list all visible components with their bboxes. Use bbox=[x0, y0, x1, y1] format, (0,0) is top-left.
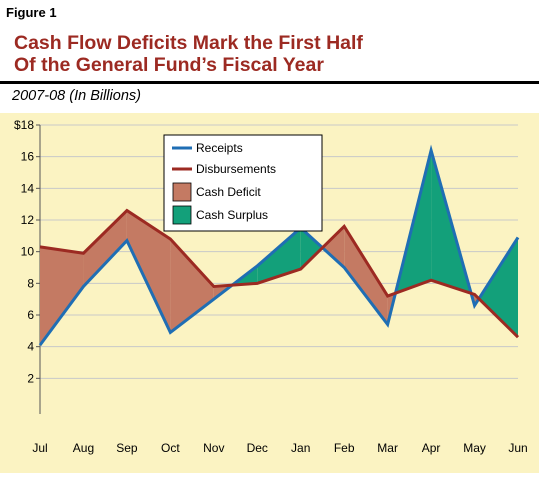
x-tick-label: Mar bbox=[377, 441, 398, 455]
chart-svg: 2 4 6 8 10 12 14 16 $18 Jul Aug Sep Oct Nov Dec Jan Feb M… bbox=[0, 113, 539, 473]
deficit-area bbox=[126, 210, 171, 333]
x-tick-label: Jun bbox=[508, 441, 527, 455]
x-tick-label: Dec bbox=[247, 441, 268, 455]
x-tick-label: Jul bbox=[32, 441, 47, 455]
x-tick-label: Oct bbox=[161, 441, 180, 455]
title-rule bbox=[0, 81, 539, 84]
y-tick-label: 14 bbox=[21, 181, 35, 195]
deficit-area bbox=[344, 226, 388, 325]
y-tick-label: 4 bbox=[27, 340, 34, 354]
x-tick-label: Jan bbox=[291, 441, 310, 455]
y-tick-label: 10 bbox=[21, 245, 35, 259]
deficit-area bbox=[322, 226, 345, 268]
legend-disbursements-label: Disbursements bbox=[196, 162, 276, 176]
surplus-area bbox=[300, 227, 323, 270]
y-tick-label: 2 bbox=[27, 371, 34, 385]
surplus-area bbox=[478, 237, 518, 338]
x-tick-label: Apr bbox=[422, 441, 441, 455]
y-tick-label: 16 bbox=[21, 150, 35, 164]
chart-title: Cash Flow Deficits Mark the First Half O… bbox=[14, 32, 363, 76]
deficit-area bbox=[170, 239, 214, 333]
legend-receipts-label: Receipts bbox=[196, 141, 243, 155]
legend-deficit-swatch bbox=[172, 182, 192, 202]
chart-title-line-2: Of the General Fund’s Fiscal Year bbox=[14, 54, 324, 76]
chart-title-line-1: Cash Flow Deficits Mark the First Half bbox=[14, 32, 363, 54]
disbursements-line bbox=[39, 208, 520, 339]
y-tick-label: 8 bbox=[27, 276, 34, 290]
deficit-area bbox=[83, 210, 127, 287]
y-tick-label: 6 bbox=[27, 308, 34, 322]
receipts-line bbox=[38, 144, 520, 346]
surplus-area bbox=[257, 227, 301, 284]
deficit-area bbox=[213, 285, 233, 300]
legend-surplus-swatch bbox=[172, 205, 192, 225]
legend-surplus-label: Cash Surplus bbox=[196, 208, 268, 222]
y-tick-label: 12 bbox=[21, 213, 35, 227]
x-tick-label: Aug bbox=[73, 441, 94, 455]
y-tick-label: $18 bbox=[14, 118, 34, 132]
x-tick-label: Sep bbox=[116, 441, 138, 455]
chart-subtitle: 2007-08 (In Billions) bbox=[12, 88, 141, 104]
x-tick-label: Feb bbox=[334, 441, 355, 455]
x-tick-label: Nov bbox=[203, 441, 224, 455]
chart-panel: 2 4 6 8 10 12 14 16 $18 Jul Aug Sep Oct Nov Dec Jan Feb M… bbox=[0, 113, 539, 473]
x-tick-label: May bbox=[463, 441, 486, 455]
legend-deficit-label: Cash Deficit bbox=[196, 185, 261, 199]
deficit-area bbox=[40, 246, 84, 346]
figure-label: Figure 1 bbox=[6, 5, 57, 20]
